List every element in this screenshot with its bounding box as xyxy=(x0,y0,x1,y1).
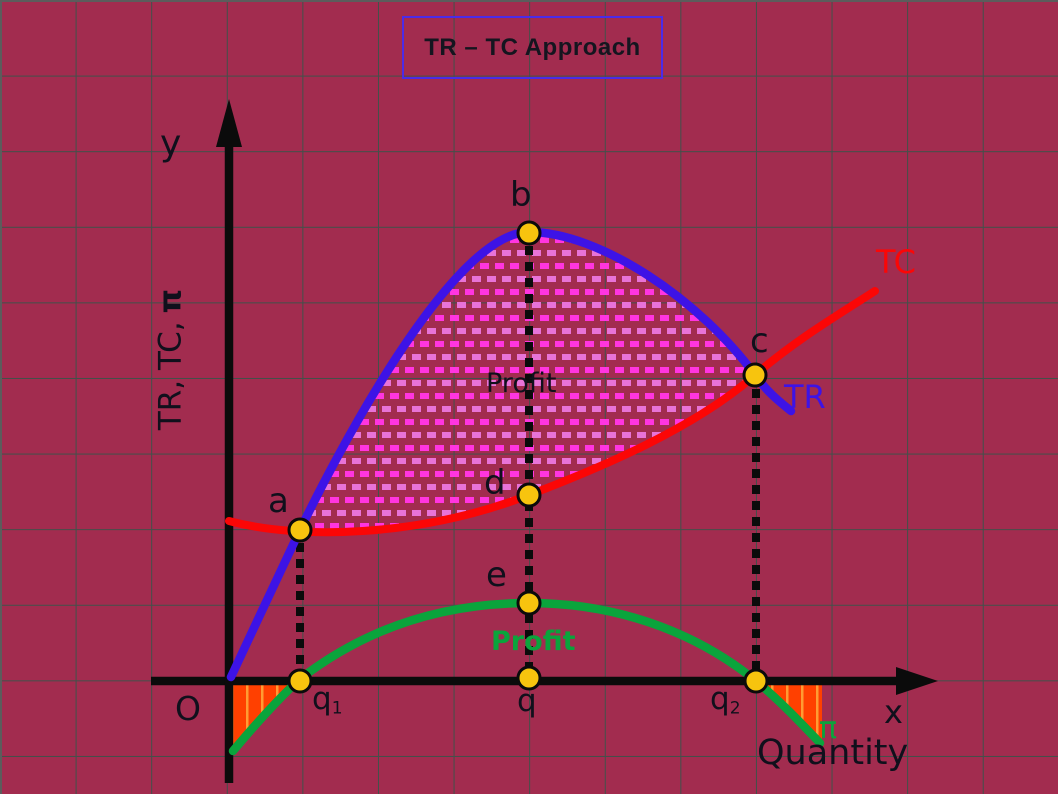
point-d-label: d xyxy=(484,463,506,503)
tc-curve xyxy=(225,287,879,537)
tick-q-label: q xyxy=(517,683,537,719)
tr-curve-label: TR xyxy=(784,378,826,416)
x-axis-letter: x xyxy=(884,693,903,731)
point-a-marker xyxy=(287,517,313,543)
tick-q1-marker xyxy=(287,668,313,694)
window-border-top xyxy=(0,0,1058,2)
tc-curve-label: TC xyxy=(876,243,917,281)
y-axis-title: TR, TC,π xyxy=(152,288,189,431)
point-c-marker xyxy=(742,362,768,388)
x-axis-title: Quantity xyxy=(757,733,909,773)
tick-q-marker xyxy=(516,665,542,691)
title-box: TR – TC Approach xyxy=(402,16,663,79)
point-b-label: b xyxy=(510,175,532,215)
point-b-marker xyxy=(516,220,542,246)
point-e-marker xyxy=(516,590,542,616)
loss-area-right xyxy=(761,684,822,741)
diagram-title: TR – TC Approach xyxy=(424,33,641,61)
tick-q2-marker xyxy=(743,668,769,694)
y-axis-letter: y xyxy=(160,123,182,164)
pi-symbol: π xyxy=(152,288,189,314)
point-d-marker xyxy=(516,482,542,508)
profit-annotation-upper: Profit xyxy=(486,368,557,399)
y-axis-arrow-icon xyxy=(216,99,242,147)
point-e-label: e xyxy=(486,555,507,595)
tick-q2-label: q2 xyxy=(710,681,741,719)
window-border-left xyxy=(0,0,2,794)
point-c-label: c xyxy=(750,321,769,361)
loss-area-left xyxy=(233,684,298,753)
x-axis-arrow-icon xyxy=(896,667,938,695)
tick-q1-label: q1 xyxy=(312,681,343,719)
origin-label: O xyxy=(175,689,201,728)
profit-curve-label: π xyxy=(819,711,838,746)
profit-annotation-lower: Profit xyxy=(491,626,576,657)
point-a-label: a xyxy=(268,481,289,521)
